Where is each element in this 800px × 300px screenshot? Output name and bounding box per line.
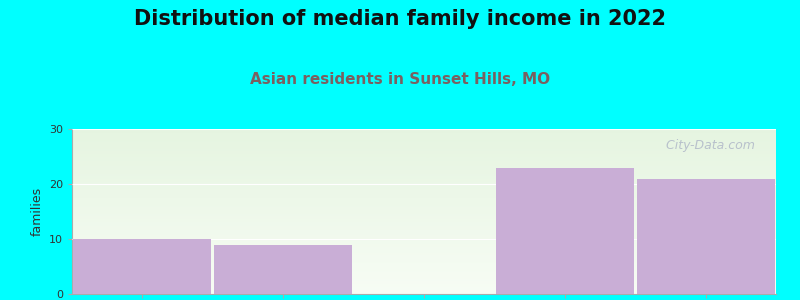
Bar [496,167,634,294]
Bar [637,178,774,294]
Bar [74,239,211,294]
Text: City-Data.com: City-Data.com [658,139,755,152]
Y-axis label: families: families [30,187,43,236]
Text: Distribution of median family income in 2022: Distribution of median family income in … [134,9,666,29]
Bar [214,244,352,294]
Text: Asian residents in Sunset Hills, MO: Asian residents in Sunset Hills, MO [250,72,550,87]
